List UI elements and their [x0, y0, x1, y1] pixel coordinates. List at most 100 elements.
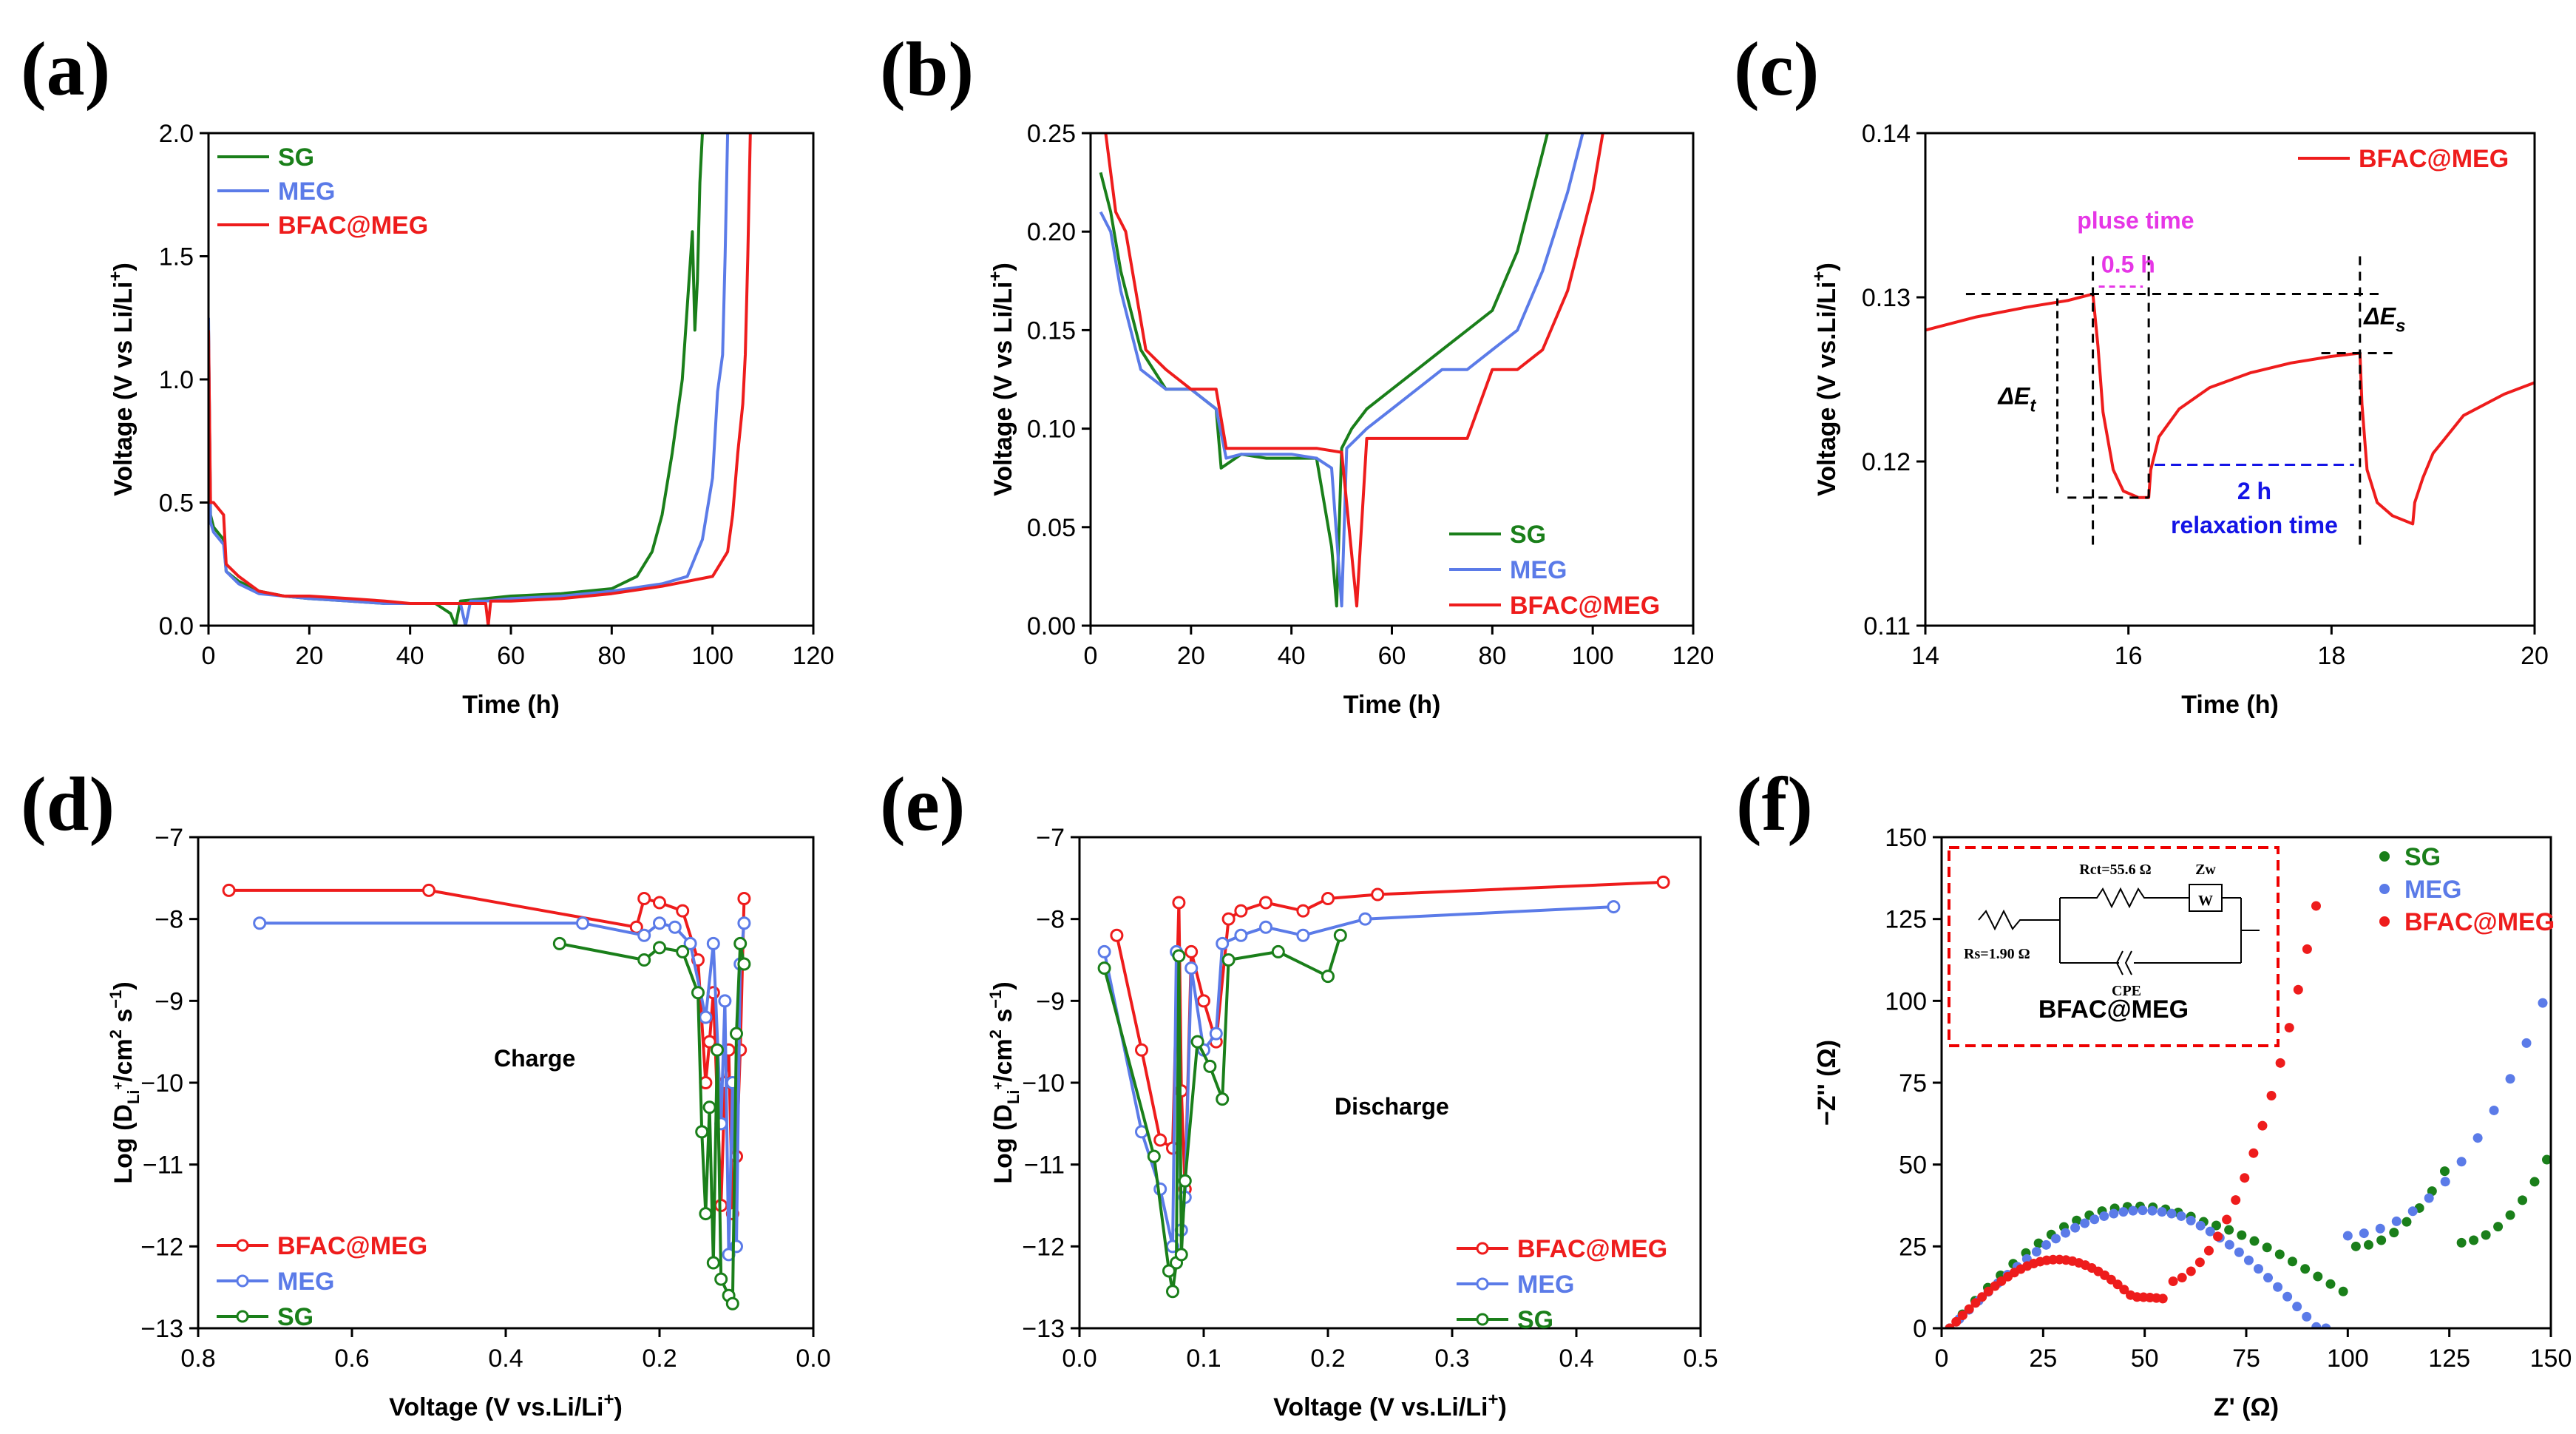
- data-point: [2243, 1255, 2254, 1265]
- data-point: [2033, 1238, 2044, 1248]
- plot-frame: [1924, 132, 2536, 627]
- panel-e: (e)0.0 0.1 0.2 0.3 0.4 0.5−13−12−11−10−9−8−7V…: [880, 762, 1718, 1421]
- y-label-part: Voltage (V vs.Li/Li: [1813, 282, 1841, 496]
- inset-cpe: CPE: [2112, 983, 2141, 999]
- data-point: [1945, 1323, 1955, 1328]
- y-tick-label: 100: [1885, 987, 1927, 1015]
- data-point: [2253, 1264, 2263, 1274]
- data-point: [2240, 1173, 2250, 1183]
- panel-d: (d)0.8 0.6 0.4 0.2 0.0−13−12−11−10−9−8−7Volt…: [21, 762, 831, 1421]
- data-point: [2224, 1225, 2234, 1235]
- y-tick-label: 0.14: [1862, 120, 1911, 148]
- y-axis-label: Log (DLi+/cm2 s−1): [106, 981, 143, 1183]
- inset-zw: Zw: [2195, 862, 2216, 878]
- data-point: [2203, 1245, 2214, 1256]
- x-tick-label: 0.0: [1062, 1345, 1097, 1373]
- annotation-label: Charge: [494, 1045, 575, 1072]
- x-tick-label: 0.3: [1434, 1345, 1469, 1373]
- data-point: [2237, 1230, 2247, 1240]
- data-point: [2194, 1257, 2205, 1268]
- x-tick-label: 0: [1935, 1345, 1949, 1373]
- inset-rs: Rs=1.90 Ω: [1964, 946, 2030, 962]
- data-point: [1216, 936, 1230, 950]
- legend-label: MEG: [2404, 876, 2461, 904]
- x-tick-label: 120: [793, 642, 835, 670]
- y-tick-label: 25: [1899, 1233, 1927, 1261]
- data-point: [2302, 944, 2312, 954]
- y-tick-label: −7: [1036, 824, 1065, 852]
- y-tick-label: 0.11: [1863, 612, 1911, 640]
- data-point: [1296, 928, 1310, 942]
- data-point: [2072, 1215, 2082, 1225]
- legend-label: BFAC@MEG: [1517, 1235, 1667, 1263]
- legend-marker: [1476, 1313, 1489, 1326]
- relax-label: relaxation time: [2171, 512, 2338, 538]
- y-label-part: /cm: [109, 1038, 138, 1082]
- data-point: [1656, 875, 1670, 889]
- data-point: [702, 1035, 716, 1049]
- data-point: [2051, 1234, 2061, 1244]
- data-point: [1178, 1174, 1192, 1188]
- x-label-sup: +: [1488, 1390, 1498, 1410]
- y-label-part: +: [111, 1082, 126, 1090]
- data-point: [1110, 928, 1124, 942]
- x-tick-label: 0: [202, 642, 216, 670]
- series-line: [209, 133, 730, 626]
- data-point: [737, 916, 751, 930]
- x-label-part: Voltage (V vs.Li/Li: [389, 1393, 603, 1421]
- x-tick-label: 0.8: [180, 1345, 215, 1373]
- data-point: [2186, 1215, 2196, 1225]
- data-point: [725, 1296, 739, 1310]
- data-point: [2262, 1242, 2272, 1253]
- data-point: [676, 904, 690, 918]
- y-label-part: s: [109, 1009, 138, 1029]
- data-point: [699, 1207, 713, 1221]
- inset-title: BFAC@MEG: [2038, 995, 2189, 1024]
- data-layer: [1925, 292, 2535, 526]
- y-axis-label: Voltage (V vs.Li/Li+): [1809, 263, 1841, 496]
- legend-marker: [236, 1310, 249, 1323]
- y-tick-label: 0.25: [1027, 120, 1076, 148]
- delta-s-label: ΔEs: [2363, 302, 2405, 336]
- data-point: [2213, 1231, 2223, 1242]
- y-tick-label: −8: [1036, 906, 1065, 934]
- data-point: [653, 941, 666, 955]
- data-point: [2359, 1228, 2369, 1239]
- data-point: [2505, 1074, 2515, 1084]
- data-point: [2456, 1237, 2467, 1248]
- data-point: [1216, 1092, 1230, 1106]
- data-point: [2273, 1282, 2283, 1292]
- x-tick-label: 150: [2530, 1345, 2572, 1373]
- y-tick-label: 0.15: [1027, 317, 1076, 345]
- data-point: [2231, 1195, 2241, 1205]
- data-point: [1153, 1133, 1167, 1147]
- y-label-part: 2: [986, 1029, 1005, 1038]
- y-axis-label: Voltage (V vs Li/Li+): [986, 263, 1017, 496]
- data-point: [1333, 928, 1347, 942]
- data-point: [718, 994, 732, 1008]
- x-tick-label: 120: [1672, 642, 1715, 670]
- data-point: [2505, 1210, 2515, 1220]
- y-tick-label: 0.05: [1027, 514, 1076, 542]
- y-tick-label: 0.10: [1027, 416, 1076, 444]
- y-label-part: s: [989, 1009, 1017, 1029]
- data-point: [1172, 949, 1186, 963]
- data-point: [2168, 1276, 2178, 1287]
- data-point: [2542, 1154, 2551, 1165]
- y-tick-label: 0.5: [159, 490, 194, 518]
- data-point: [1184, 944, 1199, 958]
- data-point: [1174, 1248, 1188, 1262]
- data-point: [552, 936, 566, 950]
- data-point: [2166, 1208, 2177, 1219]
- data-point: [695, 1125, 709, 1139]
- panel-label: (f): [1736, 762, 1813, 847]
- y-label-sup: +: [106, 271, 126, 282]
- data-point: [1957, 1310, 1967, 1321]
- data-point: [2195, 1220, 2206, 1231]
- y-label-part: ): [989, 981, 1017, 990]
- data-point: [2489, 1105, 2499, 1115]
- series-line: [1925, 292, 2535, 526]
- resistor-rct: [2060, 887, 2171, 909]
- data-point: [1097, 961, 1111, 975]
- x-tick-label: 18: [2317, 642, 2345, 670]
